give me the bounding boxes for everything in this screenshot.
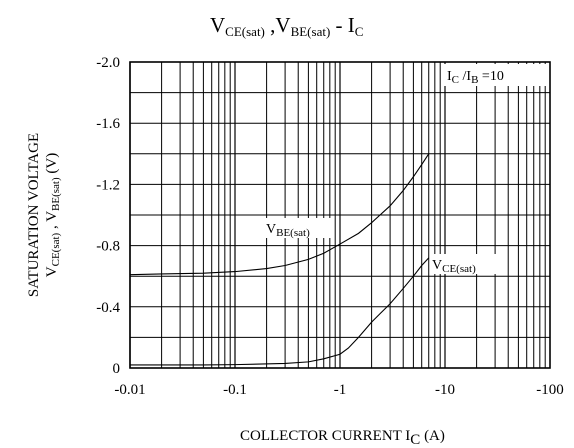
y-tick-label: -0.4 [96, 300, 120, 316]
x-axis-label: COLLECTOR CURRENT IC (A) [240, 428, 445, 448]
x-tick-label: -0.01 [114, 382, 145, 398]
x-tick-label: -0.1 [223, 382, 247, 398]
x-tick-label: -1 [334, 382, 347, 398]
x-tick-label: -10 [435, 382, 455, 398]
plot-frame [129, 61, 551, 369]
y-tick-label: -0.8 [96, 239, 120, 255]
svg-text:SATURATION VOLTAGE: SATURATION VOLTAGE [26, 133, 42, 297]
series-line-ce-sat- [130, 257, 430, 366]
svg-text:VCE(sat) , VBE(sat) (V): VCE(sat) , VBE(sat) (V) [44, 153, 62, 277]
y-tick-label: 0 [113, 361, 121, 377]
y-tick-label: -1.6 [96, 116, 120, 132]
curves [129, 153, 430, 366]
series-label-vbe: VBE(sat) [266, 222, 310, 239]
y-tick-label: -1.2 [96, 177, 120, 193]
condition-label: IC /IB =10 [447, 69, 504, 86]
y-tick-label: -2.0 [96, 55, 120, 71]
x-tick-label: -100 [536, 382, 564, 398]
series-line-be-sat- [129, 153, 430, 276]
series-label-vce: VCE(sat) [432, 258, 476, 275]
grid [129, 62, 550, 368]
chart-title: VCE(sat) ,VBE(sat) - IC [210, 13, 363, 39]
tick-labels: -0.01 -0.1 -1 -10 -100 0 -0.4 -0.8 -1.2 -1.6 -2.0 [96, 55, 564, 398]
y-axis-label: SATURATION VOLTAGE VCE(sat) , VBE(sat) (… [26, 133, 62, 297]
